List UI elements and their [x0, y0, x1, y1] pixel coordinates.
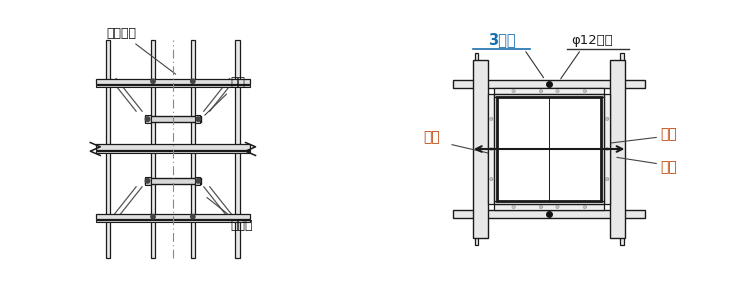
Bar: [494, 204, 604, 210]
Bar: [494, 201, 604, 204]
Bar: [145, 116, 201, 122]
Bar: [453, 210, 645, 218]
Circle shape: [196, 179, 201, 183]
Bar: [191, 39, 195, 259]
Text: 柱箍: 柱箍: [205, 76, 246, 115]
Circle shape: [145, 179, 149, 183]
Bar: [494, 94, 604, 97]
Circle shape: [191, 214, 195, 219]
Circle shape: [196, 117, 201, 121]
Bar: [96, 144, 249, 150]
Text: 柱模板: 柱模板: [207, 198, 253, 232]
Bar: [453, 80, 645, 88]
Bar: [96, 85, 249, 87]
Bar: [494, 88, 604, 94]
Bar: [145, 115, 150, 123]
Bar: [145, 178, 201, 184]
Circle shape: [191, 79, 195, 83]
Bar: [96, 79, 249, 84]
Bar: [96, 220, 249, 222]
Text: 3型卡: 3型卡: [488, 33, 515, 48]
Bar: [620, 53, 624, 245]
Text: 满堂支架: 满堂支架: [106, 27, 175, 74]
Circle shape: [145, 117, 149, 121]
Bar: [610, 60, 625, 238]
Text: φ12螺杆: φ12螺杆: [571, 34, 613, 48]
Bar: [494, 97, 497, 201]
Bar: [473, 60, 488, 238]
Bar: [601, 97, 604, 201]
Bar: [235, 39, 240, 259]
Bar: [488, 94, 494, 204]
Bar: [195, 115, 201, 123]
Bar: [151, 39, 155, 259]
Bar: [96, 214, 249, 219]
Text: 模板: 模板: [660, 127, 677, 141]
Circle shape: [151, 214, 155, 219]
Bar: [96, 151, 249, 153]
Bar: [145, 177, 150, 185]
Bar: [195, 177, 201, 185]
Bar: [106, 39, 110, 259]
Text: 钢管: 钢管: [660, 160, 677, 174]
Bar: [604, 94, 610, 204]
Bar: [475, 53, 478, 245]
Bar: [497, 97, 601, 201]
Text: 木枋: 木枋: [423, 130, 440, 144]
Circle shape: [151, 79, 155, 83]
